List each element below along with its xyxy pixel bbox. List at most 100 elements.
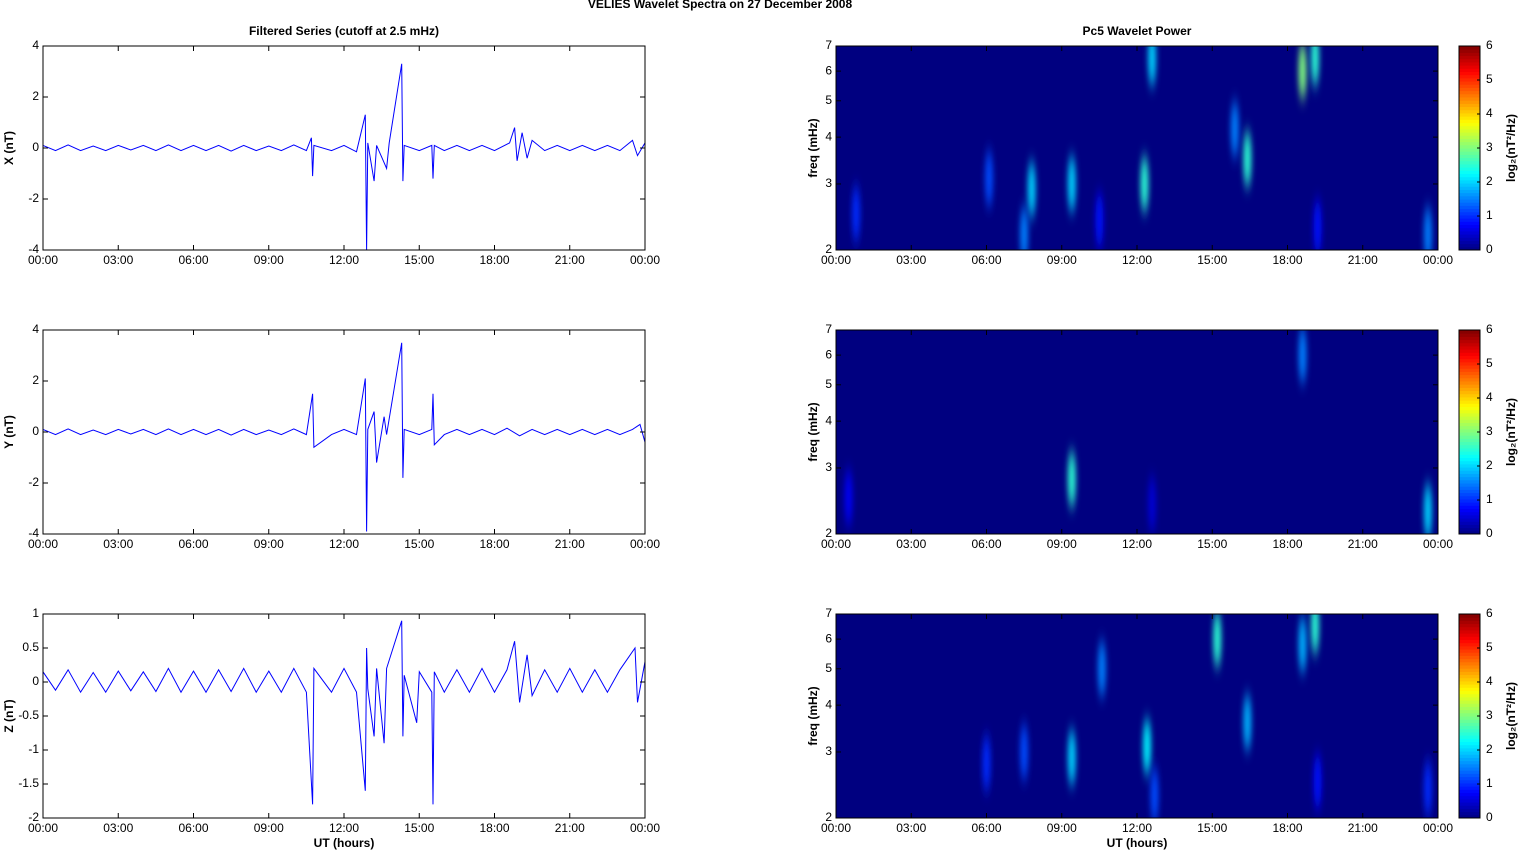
colorbar-step [1459, 230, 1480, 235]
colorbar-step [1459, 339, 1480, 344]
y-tick-label: 7 [825, 322, 832, 336]
colorbar-step [1459, 81, 1480, 85]
colorbar-step [1459, 789, 1480, 793]
colorbar-step [1459, 211, 1480, 216]
x-tick-label: 21:00 [1348, 537, 1378, 551]
colorbar-step [1459, 492, 1480, 497]
y-tick-label: 4 [32, 322, 39, 336]
colorbar-step [1459, 511, 1480, 516]
colorbar-step [1459, 645, 1480, 650]
colorbar-step [1459, 639, 1480, 644]
colorbar-tick-label: 1 [1486, 208, 1493, 222]
colorbar-step [1459, 192, 1480, 197]
colorbar-step [1459, 349, 1480, 353]
colorbar-step [1459, 409, 1480, 414]
colorbar-tick-label: 2 [1486, 742, 1493, 756]
colorbar-tick-label: 0 [1486, 810, 1493, 824]
power-blob [1143, 718, 1152, 775]
power-blob [1423, 760, 1432, 817]
colorbar-step [1459, 148, 1480, 152]
colorbar-tick-label: 3 [1486, 140, 1493, 154]
x-tick-label: 15:00 [404, 537, 434, 551]
power-blob [1313, 199, 1322, 250]
colorbar-step [1459, 811, 1480, 816]
colorbar-tick-label: 2 [1486, 458, 1493, 472]
x-tick-label: 21:00 [555, 537, 585, 551]
colorbar-step [1459, 243, 1480, 248]
colorbar-step [1459, 633, 1480, 637]
power-blob [1140, 155, 1149, 212]
colorbar-step [1459, 381, 1480, 385]
colorbar-step [1459, 189, 1480, 194]
colorbar-step [1459, 747, 1480, 752]
colorbar-step [1459, 792, 1480, 797]
colorbar-step [1459, 208, 1480, 213]
colorbar-step [1459, 521, 1480, 525]
y-tick-label: 5 [825, 93, 832, 107]
colorbar-step [1459, 422, 1480, 427]
heatmap-cells [852, 46, 1432, 250]
x-axis-label: UT (hours) [1107, 836, 1168, 850]
x-tick-label: 18:00 [1272, 537, 1302, 551]
colorbar-step [1459, 712, 1480, 717]
colorbar-step [1459, 154, 1480, 159]
x-tick-label: 03:00 [896, 253, 926, 267]
y-tick-label: -1.5 [18, 776, 39, 790]
colorbar-step [1459, 435, 1480, 439]
power-blob [1243, 130, 1252, 187]
colorbar-step [1459, 412, 1480, 417]
colorbar-step [1459, 703, 1480, 707]
colorbar-tick-label: 0 [1486, 242, 1493, 256]
colorbar-step [1459, 163, 1480, 168]
power-blob [1067, 451, 1076, 508]
colorbar-step [1459, 374, 1480, 379]
colorbar-step [1459, 802, 1480, 806]
colorbar-step [1459, 716, 1480, 720]
x-tick-label: 06:00 [971, 821, 1001, 835]
x-tick-label: 06:00 [178, 821, 208, 835]
colorbar-step [1459, 722, 1480, 727]
colorbar-step [1459, 74, 1480, 79]
colorbar-tick-label: 5 [1486, 640, 1493, 654]
colorbar-step [1459, 479, 1480, 484]
colorbar-step [1459, 103, 1480, 108]
x-tick-label: 18:00 [1272, 253, 1302, 267]
x-tick-label: 00:00 [1423, 253, 1453, 267]
colorbar-step [1459, 371, 1480, 376]
power-blob [1423, 206, 1432, 250]
colorbar-step [1459, 751, 1480, 755]
colorbar-step [1459, 396, 1480, 401]
colorbar-step [1459, 199, 1480, 203]
colorbar-step [1459, 93, 1480, 98]
x-tick-label: 21:00 [555, 253, 585, 267]
x-tick-label: 18:00 [479, 537, 509, 551]
y-tick-label: 0 [32, 424, 39, 438]
colorbar-step [1459, 141, 1480, 146]
x-tick-label: 15:00 [404, 821, 434, 835]
y-tick-label: -2 [28, 475, 39, 489]
colorbar-step [1459, 419, 1480, 423]
colorbar-step [1459, 138, 1480, 143]
colorbar-step [1459, 476, 1480, 481]
heatmap-cells [982, 614, 1432, 818]
colorbar-step [1459, 46, 1480, 50]
x-tick-label: 00:00 [28, 253, 58, 267]
colorbar-step [1459, 671, 1480, 676]
x-tick-label: 03:00 [103, 537, 133, 551]
y-tick-label: 6 [825, 347, 832, 361]
x-tick-label: 15:00 [1197, 537, 1227, 551]
colorbar-step [1459, 176, 1480, 181]
colorbar-step [1459, 470, 1480, 474]
colorbar-step [1459, 795, 1480, 800]
colorbar-step [1459, 786, 1480, 790]
colorbar-step [1459, 173, 1480, 178]
colorbar-step [1459, 387, 1480, 392]
x-tick-label: 18:00 [479, 821, 509, 835]
y-tick-label: 5 [825, 377, 832, 391]
colorbar-step [1459, 770, 1480, 774]
colorbar-step [1459, 119, 1480, 123]
colorbar-step [1459, 754, 1480, 758]
colorbar-step [1459, 355, 1480, 360]
colorbar-step [1459, 620, 1480, 625]
